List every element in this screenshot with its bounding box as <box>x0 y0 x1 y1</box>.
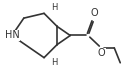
Text: O: O <box>90 8 98 18</box>
Text: H: H <box>51 58 58 67</box>
Text: O: O <box>97 48 105 59</box>
Text: H: H <box>51 3 58 12</box>
Text: HN: HN <box>4 31 19 40</box>
